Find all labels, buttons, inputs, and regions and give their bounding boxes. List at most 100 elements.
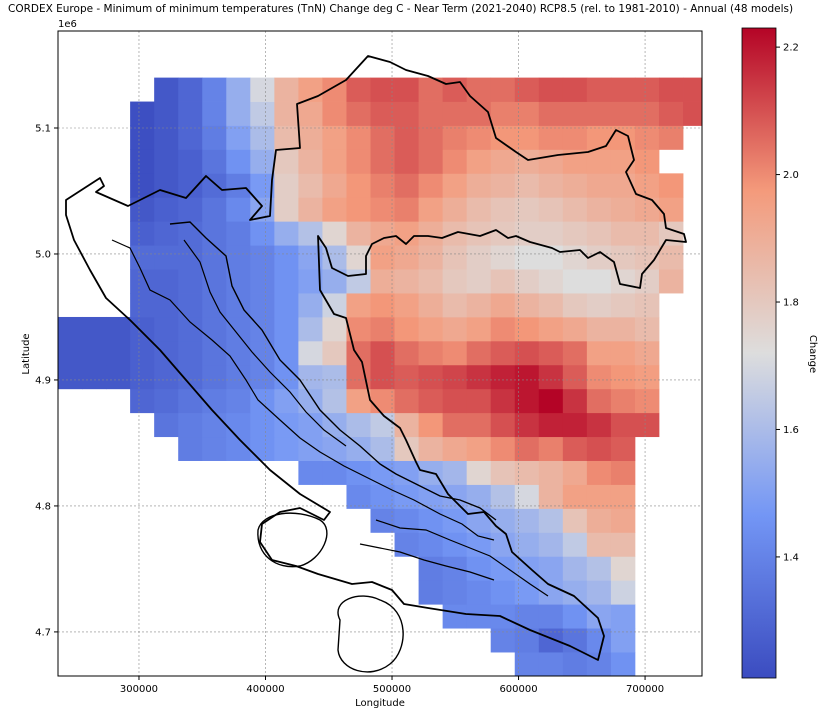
heatmap-cell — [610, 221, 636, 246]
heatmap-cell — [562, 245, 588, 270]
heatmap-cell — [658, 173, 684, 198]
coast-path — [359, 543, 495, 581]
heatmap-cell — [634, 269, 660, 294]
heatmap-cell — [154, 269, 179, 294]
heatmap-cell — [610, 77, 636, 102]
heatmap-cell — [466, 173, 492, 198]
heatmap-cell — [562, 269, 588, 294]
coast-path — [183, 239, 347, 447]
heatmap-cell — [538, 293, 564, 318]
heatmap-cell — [466, 293, 492, 318]
heatmap-cell — [610, 508, 636, 533]
heatmap-cell — [226, 436, 251, 461]
heatmap-cell — [178, 221, 203, 246]
x-tick-label: 300000 — [120, 684, 158, 695]
heatmap-cell — [154, 412, 179, 438]
heatmap-cell — [538, 604, 564, 629]
heatmap-cell — [634, 316, 660, 342]
heatmap-cell — [634, 340, 660, 366]
heatmap-cell — [322, 388, 347, 414]
heatmap-cell — [346, 245, 371, 270]
heatmap-cell — [130, 340, 155, 366]
heatmap-cell — [634, 364, 660, 390]
heatmap-cell — [250, 364, 275, 390]
heatmap-cell — [418, 173, 444, 198]
heatmap-cell — [346, 221, 371, 246]
colorbar-label: Change — [807, 335, 818, 373]
heatmap-cell — [202, 293, 227, 318]
heatmap-cell — [514, 652, 540, 676]
heatmap-cell — [154, 221, 179, 246]
heatmap-cell — [538, 316, 564, 342]
heatmap-cell — [154, 197, 179, 222]
heatmap-cell — [370, 412, 395, 438]
colorbar — [741, 27, 777, 679]
heatmap-cell — [370, 364, 395, 390]
island-path — [337, 595, 404, 673]
heatmap-cell — [106, 316, 131, 342]
heatmap-cell — [370, 77, 395, 102]
heatmap-cell — [130, 316, 155, 342]
heatmap-cell — [202, 197, 227, 222]
heatmap-cell — [538, 460, 564, 485]
x-tick-label: 700000 — [626, 684, 664, 695]
heatmap-cell — [634, 197, 660, 222]
heatmap-cell — [226, 77, 251, 102]
heatmap-cell — [610, 149, 636, 174]
heatmap-cell — [58, 364, 83, 390]
heatmap-cell — [538, 364, 564, 390]
heatmap-cell — [178, 388, 203, 414]
heatmap-cell — [634, 101, 660, 126]
heatmap-cell — [298, 316, 323, 342]
heatmap-cell — [418, 340, 444, 366]
heatmap-cell — [154, 101, 179, 126]
x-tick-label: 600000 — [499, 684, 537, 695]
heatmap-cell — [418, 149, 444, 174]
x-axis: 300000 400000 500000 600000 700000 — [120, 676, 664, 695]
heatmap-cells — [58, 77, 702, 676]
heatmap-cell — [226, 340, 251, 366]
colorbar-ticks: 1.4 1.6 1.8 2.0 2.2 — [776, 43, 799, 563]
heatmap-cell — [394, 340, 419, 366]
heatmap-cell — [346, 388, 371, 414]
heatmap-cell — [610, 293, 636, 318]
heatmap-cell — [418, 125, 444, 150]
heatmap-cell — [586, 125, 612, 150]
heatmap-cell — [298, 460, 323, 485]
heatmap-cell — [274, 125, 299, 150]
heatmap-cell — [538, 149, 564, 174]
heatmap-cell — [130, 101, 155, 126]
heatmap-cell — [418, 269, 444, 294]
heatmap-cell — [586, 340, 612, 366]
heatmap-cell — [154, 125, 179, 150]
heatmap-cell — [226, 125, 251, 150]
heatmap-cell — [466, 269, 492, 294]
y-offset-label: 1e6 — [58, 19, 77, 30]
heatmap-cell — [683, 101, 702, 126]
heatmap-cell — [226, 316, 251, 342]
heatmap-cell — [226, 245, 251, 270]
heatmap-cell — [442, 245, 468, 270]
heatmap-cell — [490, 556, 516, 581]
heatmap-cell — [226, 197, 251, 222]
heatmap-cell — [394, 101, 419, 126]
heatmap-cell — [202, 412, 227, 438]
heatmap-cell — [514, 125, 540, 150]
heatmap-cell — [490, 580, 516, 605]
heatmap-cell — [370, 340, 395, 366]
heatmap-cell — [106, 364, 131, 390]
heatmap-cell — [634, 173, 660, 198]
heatmap-cell — [370, 484, 395, 509]
heatmap-cell — [610, 340, 636, 366]
heatmap-cell — [562, 173, 588, 198]
heatmap-cell — [586, 77, 612, 102]
colorbar-tick-label: 2.2 — [783, 43, 799, 54]
heatmap-cell — [442, 149, 468, 174]
heatmap-cell — [562, 484, 588, 509]
heatmap-cell — [346, 340, 371, 366]
heatmap-cell — [274, 293, 299, 318]
heatmap-cell — [394, 388, 419, 414]
heatmap-cell — [658, 197, 684, 222]
heatmap-cell — [178, 101, 203, 126]
heatmap-cell — [466, 484, 492, 509]
